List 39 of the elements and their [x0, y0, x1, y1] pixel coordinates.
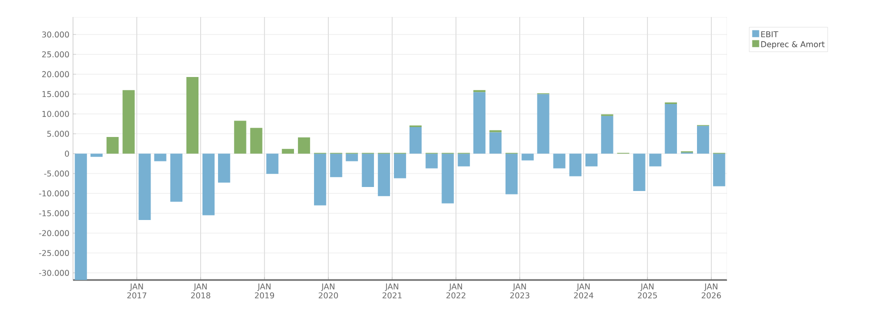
- bar: [202, 154, 215, 216]
- bar: [569, 154, 582, 176]
- bar: [138, 154, 151, 220]
- bar: [90, 154, 103, 157]
- bar: [696, 126, 710, 154]
- bar: [522, 154, 534, 160]
- bar: [394, 154, 406, 178]
- bar: [362, 154, 374, 188]
- bar: [473, 92, 486, 154]
- bar: [633, 154, 646, 192]
- bar: [442, 154, 454, 204]
- bar: [553, 154, 566, 168]
- bar: [122, 90, 135, 154]
- bar: [266, 154, 278, 174]
- bar: [458, 154, 470, 166]
- bar: [346, 154, 358, 162]
- bar: [649, 154, 662, 166]
- bar: [601, 116, 614, 154]
- bar: [426, 154, 438, 168]
- bar: [585, 154, 598, 166]
- bar: [314, 154, 326, 206]
- bar: [234, 120, 246, 154]
- bar: [106, 136, 119, 154]
- bar: [506, 154, 518, 194]
- bar: [713, 154, 726, 186]
- bar: [250, 128, 262, 154]
- bar: [170, 154, 182, 202]
- bar: [298, 137, 310, 154]
- bar: [154, 154, 166, 162]
- bar: [330, 154, 342, 178]
- bar: [537, 94, 550, 154]
- bar: [186, 76, 199, 154]
- bar: [74, 154, 87, 280]
- bar: [410, 127, 422, 154]
- bar: [664, 104, 677, 154]
- bar: [489, 132, 502, 154]
- bar: [378, 154, 390, 196]
- bar: [282, 148, 294, 154]
- bar: [218, 154, 230, 183]
